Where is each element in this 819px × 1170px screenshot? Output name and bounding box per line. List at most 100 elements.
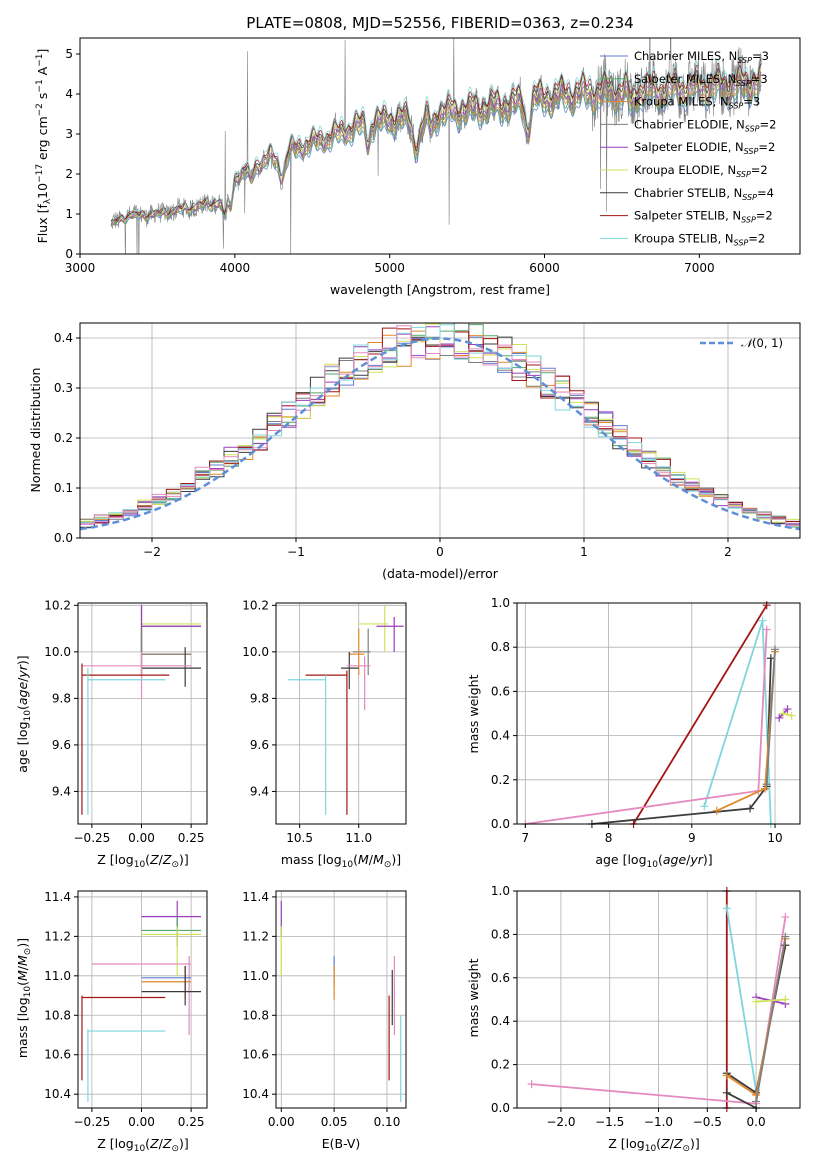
model-spectrum <box>110 84 762 226</box>
mass-z-point <box>81 995 166 1081</box>
age-z-point <box>140 605 202 652</box>
legend-entry: Salpeter MILES, NSSP=3 <box>634 72 768 88</box>
spectrum-legend: Chabrier MILES, NSSP=3 Salpeter MILES, NS… <box>600 49 776 247</box>
spectrum-panel: PLATE=0808, MJD=52556, FIBERID=0363, z=0… <box>35 14 801 297</box>
histogram-ytick-label: 0.0 <box>54 531 73 545</box>
model-spectrum <box>110 63 762 222</box>
weight-age-xtick-label: 10 <box>767 831 782 845</box>
age-vs-mass-panel: 10.5 11.0 9.4 9.6 9.8 10.0 10.2 <box>242 598 407 845</box>
weight-age-marker <box>775 713 784 722</box>
age-mass-point <box>341 651 359 690</box>
weight-age-ytick-label: 0.2 <box>491 773 510 787</box>
weight-z-marker <box>722 904 731 913</box>
weight-age-frame <box>516 602 801 825</box>
mass-ebv-ytick-label: 11.2 <box>242 929 269 943</box>
weight-age-ylabel: mass weight <box>466 674 481 753</box>
mass-ebv-ytick-label: 11.0 <box>242 969 269 983</box>
mass-z-xtick-label: 0.00 <box>128 1115 155 1129</box>
weight-age-marker <box>758 616 767 625</box>
residual-histogram-panel: −2 −1 0 1 2 0.0 0.1 0.2 0.3 0.4 (data-model)/erro… <box>28 322 801 581</box>
spectrum-ytick-label: 2 <box>65 167 73 181</box>
weight-z-marker <box>752 1097 761 1106</box>
weight-age-series <box>765 649 776 785</box>
mass-z-frame <box>77 890 208 1109</box>
weight-age-xtick-label: 8 <box>605 831 613 845</box>
age-mass-point <box>352 628 371 676</box>
weight-z-series <box>726 1092 757 1109</box>
weight-age-series <box>525 629 768 825</box>
weight-age-ytick-label: 0.4 <box>491 729 510 743</box>
histogram-xtick-label: 2 <box>724 545 732 559</box>
spectrum-xtick-label: 3000 <box>65 261 96 275</box>
weight-z-grid <box>517 890 800 1109</box>
weight-z-xtick-label: −1.5 <box>595 1115 624 1129</box>
legend-entry: Kroupa ELODIE, NSSP=2 <box>634 163 768 179</box>
mass-ebv-ytick-label: 10.6 <box>242 1048 269 1062</box>
spectrum-frame <box>79 37 801 255</box>
mass-z-point <box>91 956 192 1036</box>
mass-ebv-xtick-label: 0.05 <box>321 1115 348 1129</box>
histogram-xlabel: (data-model)/error <box>382 566 499 581</box>
spectrum-xtick-label: 6000 <box>529 261 560 275</box>
mass-ebv-ytick-label: 10.4 <box>242 1087 269 1101</box>
weight-age-marker <box>783 705 792 714</box>
legend-entry: Chabrier STELIB, NSSP=4 <box>634 186 774 202</box>
age-z-xtick-label: −0.25 <box>74 831 111 845</box>
weight-z-ytick-label: 0.2 <box>491 1058 510 1072</box>
weight-z-ylabel: mass weight <box>466 958 481 1037</box>
mass-ebv-ytick-label: 11.4 <box>242 890 269 904</box>
age-mass-ytick-label: 10.2 <box>242 598 269 612</box>
mass-ebv-xlabel: E(B-V) <box>322 1136 361 1151</box>
weight-age-ytick-label: 1.0 <box>491 596 510 610</box>
weight-z-frame <box>516 890 801 1109</box>
legend-entry: Salpeter ELODIE, NSSP=2 <box>634 140 775 156</box>
model-spectrum <box>110 73 762 227</box>
mass-z-xtick-label: 0.25 <box>178 1115 205 1129</box>
mass-ebv-ytick-label: 10.8 <box>242 1008 269 1022</box>
weight-z-marker <box>722 1071 731 1080</box>
legend-entry: Salpeter STELIB, NSSP=2 <box>634 209 773 225</box>
age-z-point <box>81 663 170 815</box>
spectrum-xtick-label: 4000 <box>220 261 251 275</box>
mass-z-ylabel: mass [log10(M/M⊙)] <box>15 938 33 1058</box>
age-z-xtick-label: 0.25 <box>178 831 205 845</box>
age-mass-point <box>287 675 327 815</box>
age-mass-point <box>376 616 404 652</box>
histogram-ytick-label: 0.1 <box>54 481 73 495</box>
weight-age-marker <box>700 802 709 811</box>
mass-z-xtick-label: −0.25 <box>74 1115 111 1129</box>
weight-age-marker <box>762 780 771 789</box>
mass-z-point <box>141 965 192 1000</box>
weight-vs-age-panel: 7 8 9 10 0.0 0.2 0.4 0.6 0.8 1.0 <box>491 596 801 845</box>
age-mass-grid <box>276 603 406 824</box>
spectrum-ytick-label: 3 <box>65 127 73 141</box>
mass-z-ytick-label: 10.4 <box>44 1087 71 1101</box>
mass-z-ytick-label: 10.6 <box>44 1048 71 1062</box>
mass-z-ytick-label: 11.4 <box>44 890 71 904</box>
age-z-ylabel: age [log10(age/yr)] <box>15 655 33 772</box>
spectrum-ytick-label: 1 <box>65 207 73 221</box>
age-z-point <box>141 647 202 687</box>
weight-z-marker <box>781 913 790 922</box>
histogram-ytick-label: 0.4 <box>54 331 73 345</box>
age-z-xlabel: Z [log10(Z/Z⊙)] <box>97 852 189 870</box>
weight-vs-metallicity-panel: −2.0 −1.5 −1.0 −0.5 0.0 0.0 0.2 0.4 0.6 0.8 1.0 <box>491 884 801 1129</box>
age-z-point <box>140 605 202 652</box>
mass-z-grid <box>78 891 207 1108</box>
age-mass-point <box>346 656 371 711</box>
age-mass-ytick-label: 9.8 <box>250 691 269 705</box>
legend-entry: Chabrier MILES, NSSP=3 <box>634 49 769 65</box>
age-mass-point <box>349 628 365 676</box>
histogram-legend: 𝒩(0, 1) <box>700 336 783 350</box>
age-z-ytick-label: 10.0 <box>44 645 71 659</box>
spectrum-xtick-label: 7000 <box>684 261 715 275</box>
weight-age-xtick-label: 9 <box>688 831 696 845</box>
weight-age-ytick-label: 0.8 <box>491 640 510 654</box>
weight-age-marker <box>779 709 788 718</box>
residual-histogram <box>80 323 800 526</box>
mass-z-ytick-label: 11.2 <box>44 929 71 943</box>
histogram-xtick-label: −2 <box>143 545 161 559</box>
age-z-grid <box>78 603 207 824</box>
weight-age-series <box>591 658 772 825</box>
